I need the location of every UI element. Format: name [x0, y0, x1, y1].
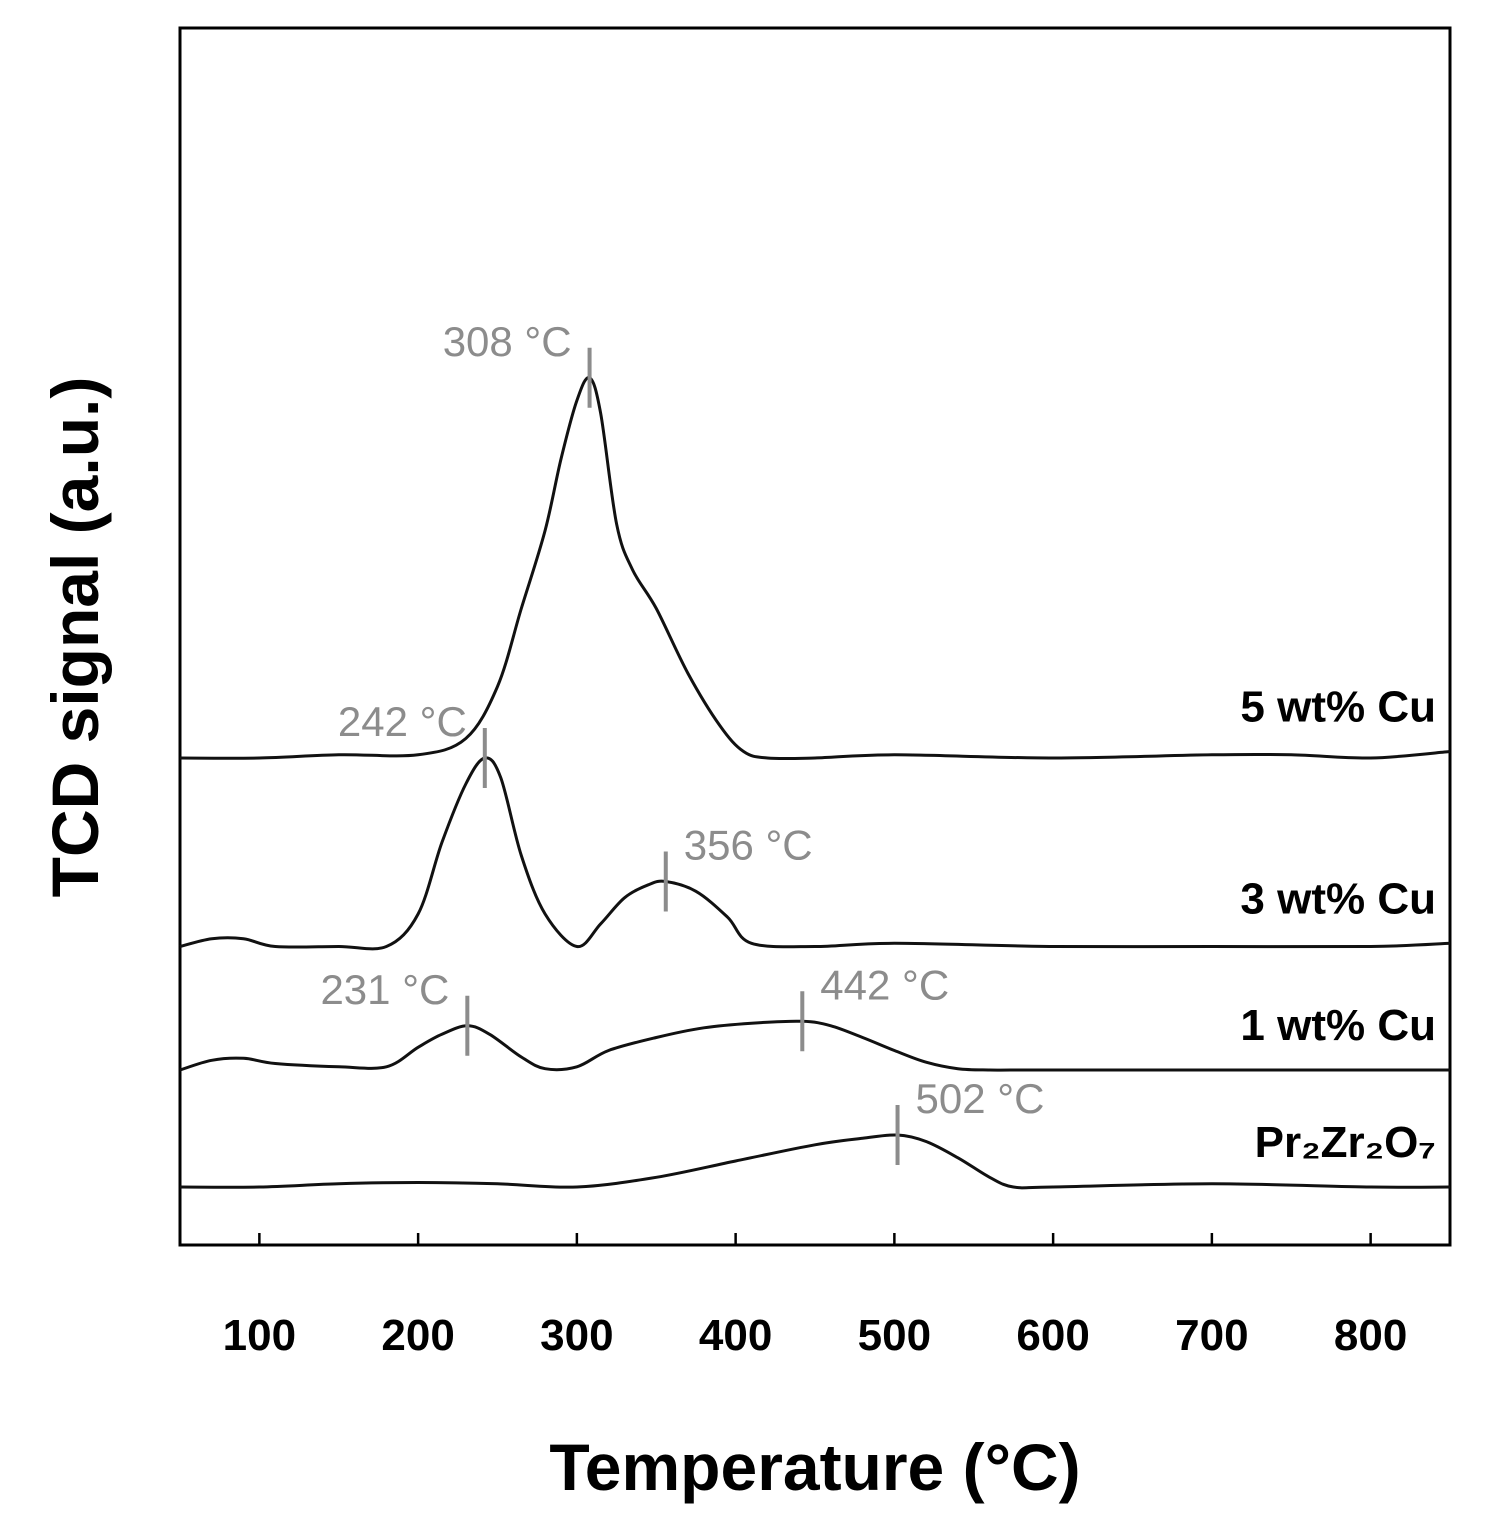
x-tick-label: 200 — [381, 1311, 454, 1360]
peak-markers: 308 °C 242 °C 356 °C 231 °C 442 °C 502 °C — [320, 318, 1044, 1165]
x-tick-label: 600 — [1016, 1311, 1089, 1360]
x-tick-label: 100 — [223, 1311, 296, 1360]
y-axis-title: TCD signal (a.u.) — [38, 377, 112, 898]
peak-label: 356 °C — [684, 822, 813, 869]
peak-label: 442 °C — [820, 961, 949, 1008]
series-lines — [179, 376, 1451, 1190]
peak-label: 502 °C — [916, 1075, 1045, 1122]
x-tick-label: 300 — [540, 1311, 613, 1360]
x-axis-title: Temperature (°C) — [549, 1430, 1080, 1504]
x-axis-tick-labels: 100 200 300 400 500 600 700 800 — [223, 1311, 1408, 1360]
series-line-0 — [179, 376, 1451, 761]
peak-label: 231 °C — [320, 966, 449, 1013]
x-tick-label: 700 — [1175, 1311, 1248, 1360]
peak-label: 242 °C — [338, 698, 467, 745]
series-labels: 5 wt% Cu 3 wt% Cu 1 wt% Cu Pr₂Zr₂O₇ — [1240, 683, 1436, 1168]
series-label: 1 wt% Cu — [1240, 1001, 1436, 1050]
series-label: 3 wt% Cu — [1240, 874, 1436, 923]
peak-label: 308 °C — [443, 318, 572, 365]
series-line-3 — [179, 1133, 1451, 1190]
series-line-2 — [179, 1019, 1450, 1072]
x-tick-label: 400 — [699, 1311, 772, 1360]
x-tick-label: 800 — [1334, 1311, 1407, 1360]
series-label: Pr₂Zr₂O₇ — [1255, 1118, 1436, 1167]
x-tick-label: 500 — [858, 1311, 931, 1360]
series-line-1 — [179, 756, 1451, 951]
series-label: 5 wt% Cu — [1240, 683, 1436, 732]
x-axis-ticks — [258, 1233, 1372, 1245]
plot-frame — [178, 26, 1452, 1247]
